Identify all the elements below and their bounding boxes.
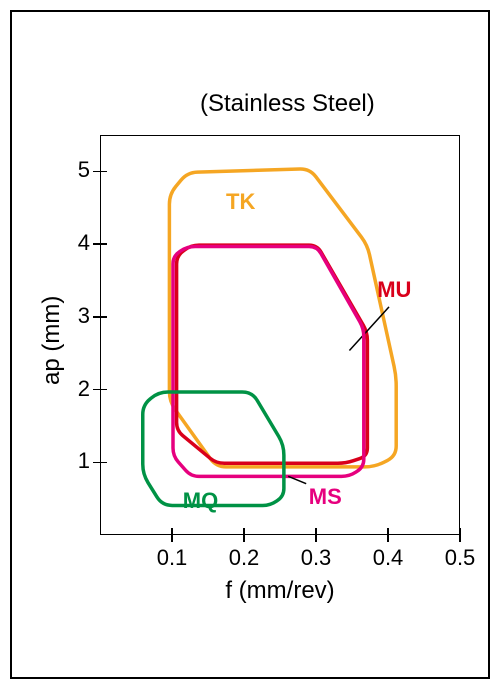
y-tick-in (100, 462, 107, 464)
x-tick-label: 0.5 (435, 545, 485, 571)
x-tick-label: 0.1 (147, 545, 197, 571)
plot-area (100, 135, 460, 535)
x-tick (387, 535, 389, 542)
x-tick (459, 535, 461, 542)
x-tick-in (459, 528, 461, 535)
y-tick-label: 2 (60, 376, 90, 402)
x-tick (243, 535, 245, 542)
x-tick-label: 0.4 (363, 545, 413, 571)
y-tick-in (100, 243, 107, 245)
y-tick-label: 5 (60, 157, 90, 183)
x-tick-label: 0.2 (219, 545, 269, 571)
x-tick-in (171, 528, 173, 535)
y-tick-in (100, 171, 107, 173)
x-tick-in (315, 528, 317, 535)
chart-title: (Stainless Steel) (200, 90, 375, 118)
x-tick (315, 535, 317, 542)
y-tick (93, 389, 100, 391)
y-tick-label: 1 (60, 448, 90, 474)
x-axis-label: f (mm/rev) (210, 577, 350, 605)
x-tick (171, 535, 173, 542)
x-tick-label: 0.3 (291, 545, 341, 571)
y-tick-label: 4 (60, 230, 90, 256)
x-tick-in (387, 528, 389, 535)
region-label-MS: MS (309, 484, 342, 510)
y-tick-in (100, 316, 107, 318)
region-label-MQ: MQ (183, 488, 218, 514)
y-tick-label: 3 (60, 303, 90, 329)
chart-area: (Stainless Steel) f (mm/rev) ap (mm) 0.1… (0, 0, 500, 689)
x-tick-in (243, 528, 245, 535)
region-label-TK: TK (226, 189, 255, 215)
y-tick (93, 462, 100, 464)
y-tick (93, 243, 100, 245)
plot-svg (101, 136, 461, 536)
region-MS (173, 247, 364, 477)
y-tick (93, 316, 100, 318)
region-label-MU: MU (377, 277, 411, 303)
region-MU (177, 245, 368, 463)
y-tick-in (100, 389, 107, 391)
y-tick (93, 171, 100, 173)
